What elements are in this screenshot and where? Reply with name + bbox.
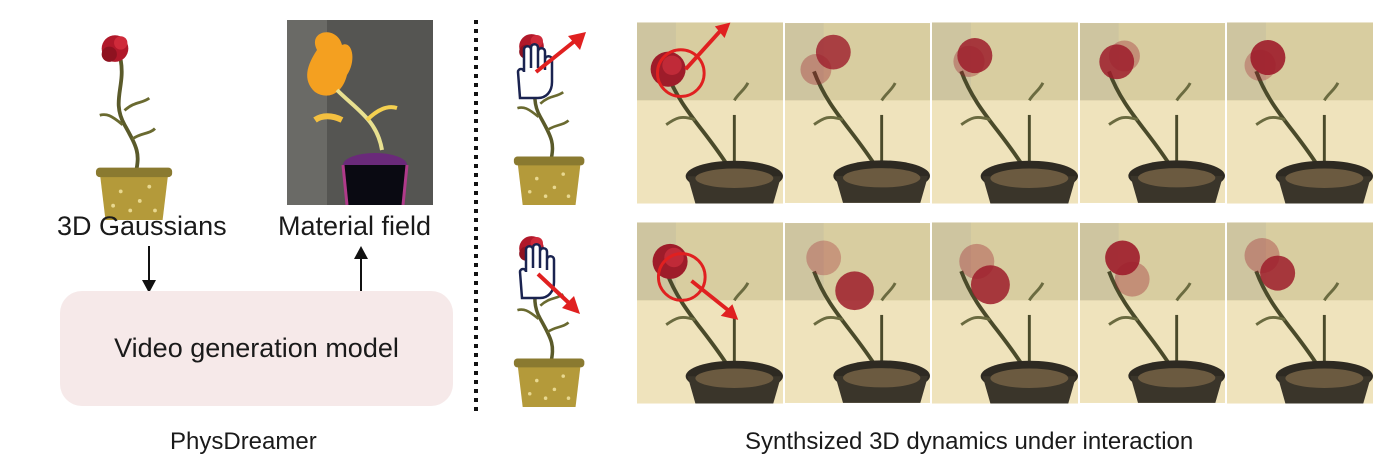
model-label: Video generation model [114, 333, 399, 363]
dotted-divider [474, 20, 478, 415]
push-arrow-icon [534, 32, 586, 74]
video-generation-model-box: Video generation model [60, 291, 453, 406]
frame-top-1 [637, 20, 783, 206]
dynamics-caption: Synthsized 3D dynamics under interaction [745, 428, 1194, 455]
push-arrow-icon [536, 272, 580, 314]
frame-bottom-5 [1227, 220, 1373, 406]
gaussians-label: 3D Gaussians [57, 211, 227, 241]
frame-top-5 [1227, 20, 1373, 206]
frame-bottom-2 [785, 220, 930, 406]
hand-icon [518, 243, 556, 300]
frame-top-2 [785, 20, 930, 206]
material-field-label: Material field [278, 211, 432, 241]
material-field-image [287, 20, 433, 205]
frame-bottom-3 [932, 220, 1078, 406]
frame-bottom-4 [1080, 220, 1225, 406]
frame-top-3 [932, 20, 1078, 206]
down-arrow-icon [142, 246, 156, 293]
physdreamer-caption: PhysDreamer [170, 428, 317, 455]
gaussians-image [75, 20, 195, 220]
frame-top-4 [1080, 20, 1225, 206]
frame-bottom-1 [637, 220, 783, 406]
up-arrow-icon [354, 246, 368, 293]
